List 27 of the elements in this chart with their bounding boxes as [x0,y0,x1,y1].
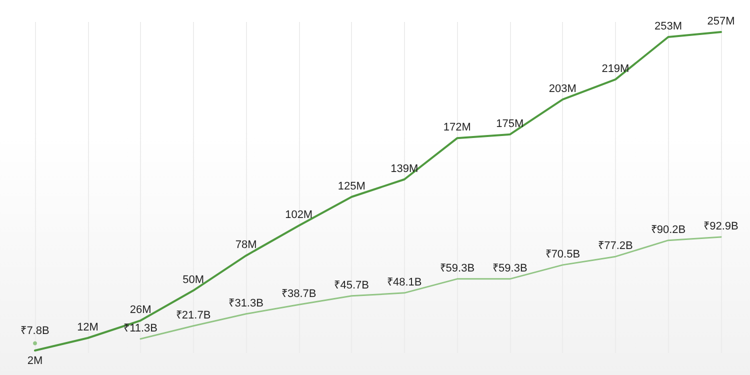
data-label: ₹77.2B [598,240,633,252]
data-label: ₹7.8B [20,324,50,337]
data-label: 175M [496,118,524,130]
data-label: 203M [548,82,576,95]
data-label: ₹59.3B [492,262,528,274]
data-label: ₹11.3B [124,322,158,334]
data-label: ₹45.7B [334,279,369,292]
data-label: 125M [338,180,366,192]
data-label: 50M [182,274,204,286]
data-label: 219M [602,62,630,75]
data-label: 26M [130,304,152,316]
data-label: 253M [654,20,682,32]
data-label: 139M [390,162,418,175]
data-label: ₹90.2B [650,224,686,236]
data-label: 12M [77,322,98,334]
data-label: 102M [285,209,313,222]
data-label: ₹92.9B [704,220,738,232]
data-label: ₹21.7B [176,309,211,322]
data-label: ₹48.1B [387,276,422,288]
data-label: ₹59.3B [440,262,475,274]
data-label: ₹38.7B [281,288,316,300]
data-label: ₹31.3B [228,297,264,310]
data-label: 2M [27,355,43,367]
data-label: 78M [235,239,257,252]
data-label: ₹70.5B [545,248,580,260]
data-label: 172M [443,122,471,134]
data-label: 257M [707,15,735,28]
